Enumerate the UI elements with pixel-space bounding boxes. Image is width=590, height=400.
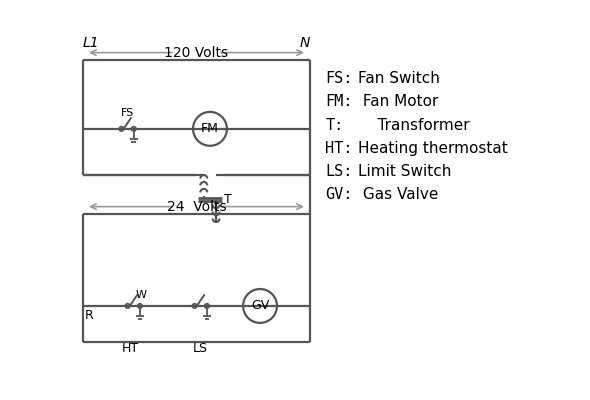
- Text: GV: GV: [251, 300, 269, 312]
- Text: LS:: LS:: [326, 164, 353, 179]
- Text: HT:: HT:: [326, 141, 353, 156]
- Text: HT: HT: [122, 342, 139, 355]
- Text: 120 Volts: 120 Volts: [165, 46, 228, 60]
- Text: Limit Switch: Limit Switch: [358, 164, 451, 179]
- Text: W: W: [135, 290, 146, 300]
- Text: LS: LS: [194, 342, 208, 355]
- Text: GV:: GV:: [326, 187, 353, 202]
- Text: Heating thermostat: Heating thermostat: [358, 141, 507, 156]
- Text: L1: L1: [83, 36, 100, 50]
- Text: 24  Volts: 24 Volts: [167, 200, 227, 214]
- Text: FM:: FM:: [326, 94, 353, 110]
- Text: Gas Valve: Gas Valve: [358, 187, 438, 202]
- Text: R: R: [84, 309, 93, 322]
- Text: T: T: [224, 193, 232, 206]
- Text: FM: FM: [201, 122, 219, 135]
- Text: T:: T:: [326, 118, 344, 132]
- Text: FS:: FS:: [326, 71, 353, 86]
- Text: Transformer: Transformer: [358, 118, 470, 132]
- Text: Fan Motor: Fan Motor: [358, 94, 438, 110]
- Text: N: N: [300, 36, 310, 50]
- Text: Fan Switch: Fan Switch: [358, 71, 440, 86]
- Text: FS: FS: [120, 108, 134, 118]
